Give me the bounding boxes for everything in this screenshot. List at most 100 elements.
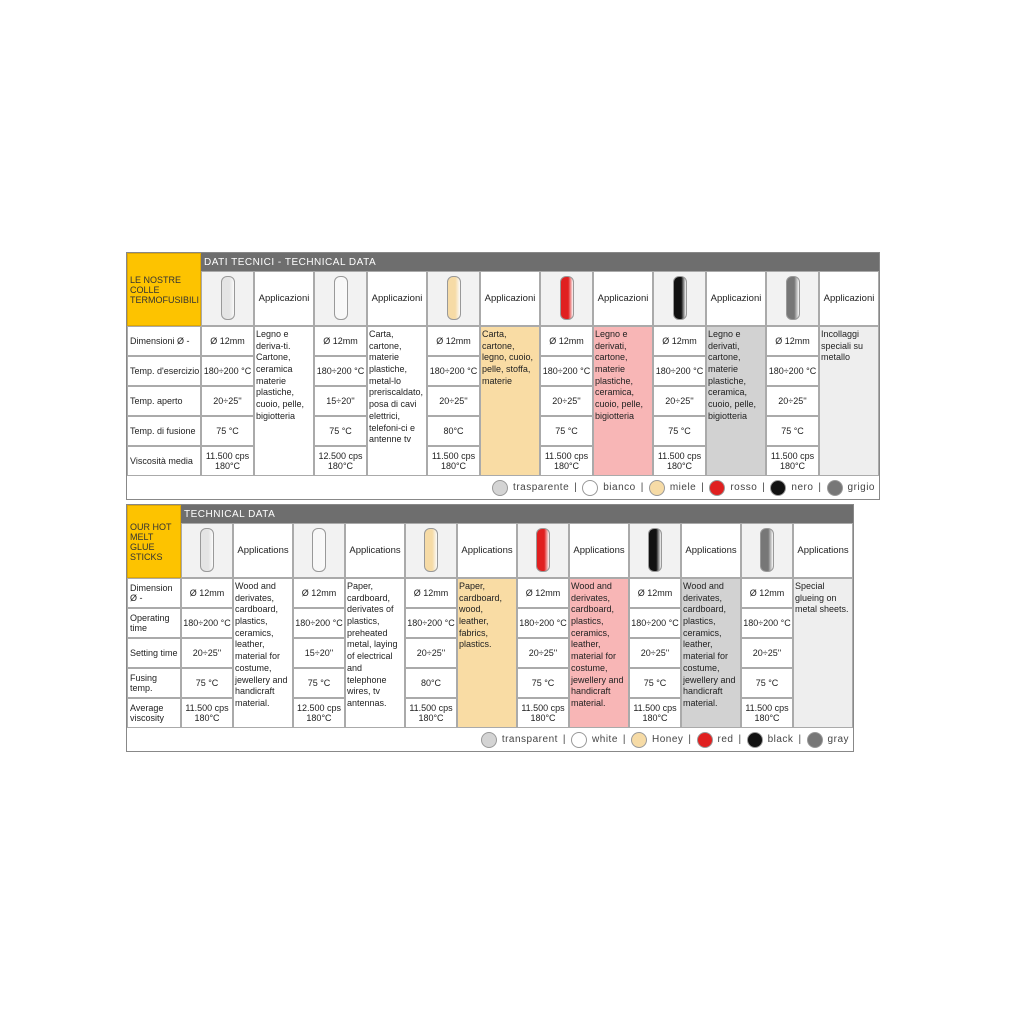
app-header: Applications xyxy=(345,523,405,578)
value-cell: Ø 12mm xyxy=(629,578,681,608)
glue-stick xyxy=(424,528,438,572)
value-cell: 75 °C xyxy=(201,416,254,446)
app-header: Applicazioni xyxy=(480,271,540,326)
value-cell: 180÷200 °C xyxy=(405,608,457,638)
value-cell: 180÷200 °C xyxy=(427,356,480,386)
value-cell: 20÷25'' xyxy=(653,386,706,416)
value-cell: 11.500 cps 180°C xyxy=(741,698,793,728)
app-header: Applicazioni xyxy=(367,271,427,326)
app-header: Applicazioni xyxy=(254,271,314,326)
value-cell: 180÷200 °C xyxy=(293,608,345,638)
glue-stick xyxy=(785,276,800,320)
value-cell: 75 °C xyxy=(653,416,706,446)
corner-label: LE NOSTRE COLLE TERMOFUSIBILI xyxy=(127,253,201,326)
stick-image xyxy=(314,271,367,326)
application: Wood and derivates, cardboard, plastics,… xyxy=(681,578,741,728)
legend-swatch xyxy=(770,479,787,496)
legend: transparent | white | Honey | red | black | gray xyxy=(127,728,849,751)
glue-stick xyxy=(220,276,235,320)
app-header: Applicazioni xyxy=(706,271,766,326)
value-cell: 20÷25'' xyxy=(540,386,593,416)
legend-swatch xyxy=(709,479,726,496)
row-label: Average viscosity xyxy=(127,698,181,728)
data-table: LE NOSTRE COLLE TERMOFUSIBILI DATI TECNIC… xyxy=(126,252,880,500)
stick-image xyxy=(653,271,706,326)
legend-separator: | xyxy=(688,734,692,745)
glue-stick xyxy=(446,276,461,320)
legend-label: black xyxy=(767,734,794,745)
legend-separator: | xyxy=(701,482,705,493)
application: Paper, cardboard, wood, leather, fabrics… xyxy=(457,578,517,728)
value-cell: 80°C xyxy=(427,416,480,446)
legend-separator: | xyxy=(574,482,578,493)
value-cell: 11.500 cps 180°C xyxy=(766,446,819,476)
value-cell: Ø 12mm xyxy=(517,578,569,608)
value-cell: 75 °C xyxy=(314,416,367,446)
legend-swatch xyxy=(582,479,599,496)
value-cell: 80°C xyxy=(405,668,457,698)
glue-stick xyxy=(312,528,326,572)
legend-swatch xyxy=(480,731,497,748)
legend-label: nero xyxy=(791,482,814,493)
value-cell: 180÷200 °C xyxy=(653,356,706,386)
value-cell: 180÷200 °C xyxy=(181,608,233,638)
application: Wood and derivates, cardboard, plastics,… xyxy=(233,578,293,728)
legend-separator: | xyxy=(762,482,766,493)
legend-separator: | xyxy=(738,734,742,745)
value-cell: 20÷25'' xyxy=(201,386,254,416)
value-cell: 20÷25'' xyxy=(427,386,480,416)
value-cell: 12.500 cps 180°C xyxy=(293,698,345,728)
value-cell: Ø 12mm xyxy=(741,578,793,608)
glue-stick xyxy=(333,276,348,320)
stick-image xyxy=(181,523,233,578)
row-label: Setting time xyxy=(127,638,181,668)
value-cell: 75 °C xyxy=(540,416,593,446)
application: Legno e deriva-ti. Cartone, ceramica mat… xyxy=(254,326,314,476)
value-cell: 11.500 cps 180°C xyxy=(405,698,457,728)
app-header: Applications xyxy=(569,523,629,578)
value-cell: 180÷200 °C xyxy=(629,608,681,638)
app-header: Applicazioni xyxy=(819,271,879,326)
value-cell: 11.500 cps 180°C xyxy=(517,698,569,728)
stick-image xyxy=(427,271,480,326)
row-label: Temp. d'esercizio xyxy=(127,356,201,386)
value-cell: 75 °C xyxy=(629,668,681,698)
value-cell: Ø 12mm xyxy=(427,326,480,356)
stick-image xyxy=(629,523,681,578)
value-cell: 20÷25'' xyxy=(181,638,233,668)
value-cell: 11.500 cps 180°C xyxy=(653,446,706,476)
legend-swatch xyxy=(648,479,665,496)
app-header: Applications xyxy=(681,523,741,578)
value-cell: 11.500 cps 180°C xyxy=(427,446,480,476)
header-bar: TECHNICAL DATA xyxy=(181,505,853,523)
stick-image xyxy=(201,271,254,326)
glue-stick xyxy=(672,276,687,320)
value-cell: Ø 12mm xyxy=(766,326,819,356)
value-cell: 75 °C xyxy=(181,668,233,698)
header-bar: DATI TECNICI - TECHNICAL DATA xyxy=(201,253,879,271)
value-cell: 11.500 cps 180°C xyxy=(201,446,254,476)
value-cell: 180÷200 °C xyxy=(201,356,254,386)
value-cell: 11.500 cps 180°C xyxy=(181,698,233,728)
value-cell: 20÷25'' xyxy=(741,638,793,668)
stick-image xyxy=(766,271,819,326)
value-cell: 11.500 cps 180°C xyxy=(540,446,593,476)
legend-separator: | xyxy=(640,482,644,493)
legend-separator: | xyxy=(622,734,626,745)
stick-image xyxy=(540,271,593,326)
row-label: Temp. aperto xyxy=(127,386,201,416)
value-cell: Ø 12mm xyxy=(405,578,457,608)
value-cell: 15÷20'' xyxy=(314,386,367,416)
app-header: Applicazioni xyxy=(593,271,653,326)
value-cell: 15÷20'' xyxy=(293,638,345,668)
row-label: Dimensioni Ø - xyxy=(127,326,201,356)
legend-label: gray xyxy=(827,734,849,745)
legend-separator: | xyxy=(818,482,822,493)
legend-separator: | xyxy=(562,734,567,745)
value-cell: Ø 12mm xyxy=(653,326,706,356)
glue-stick xyxy=(536,528,550,572)
application: Paper, cardboard, derivates of plastics,… xyxy=(345,578,405,728)
glue-stick xyxy=(760,528,774,572)
legend-label: rosso xyxy=(730,482,758,493)
glue-stick xyxy=(648,528,662,572)
